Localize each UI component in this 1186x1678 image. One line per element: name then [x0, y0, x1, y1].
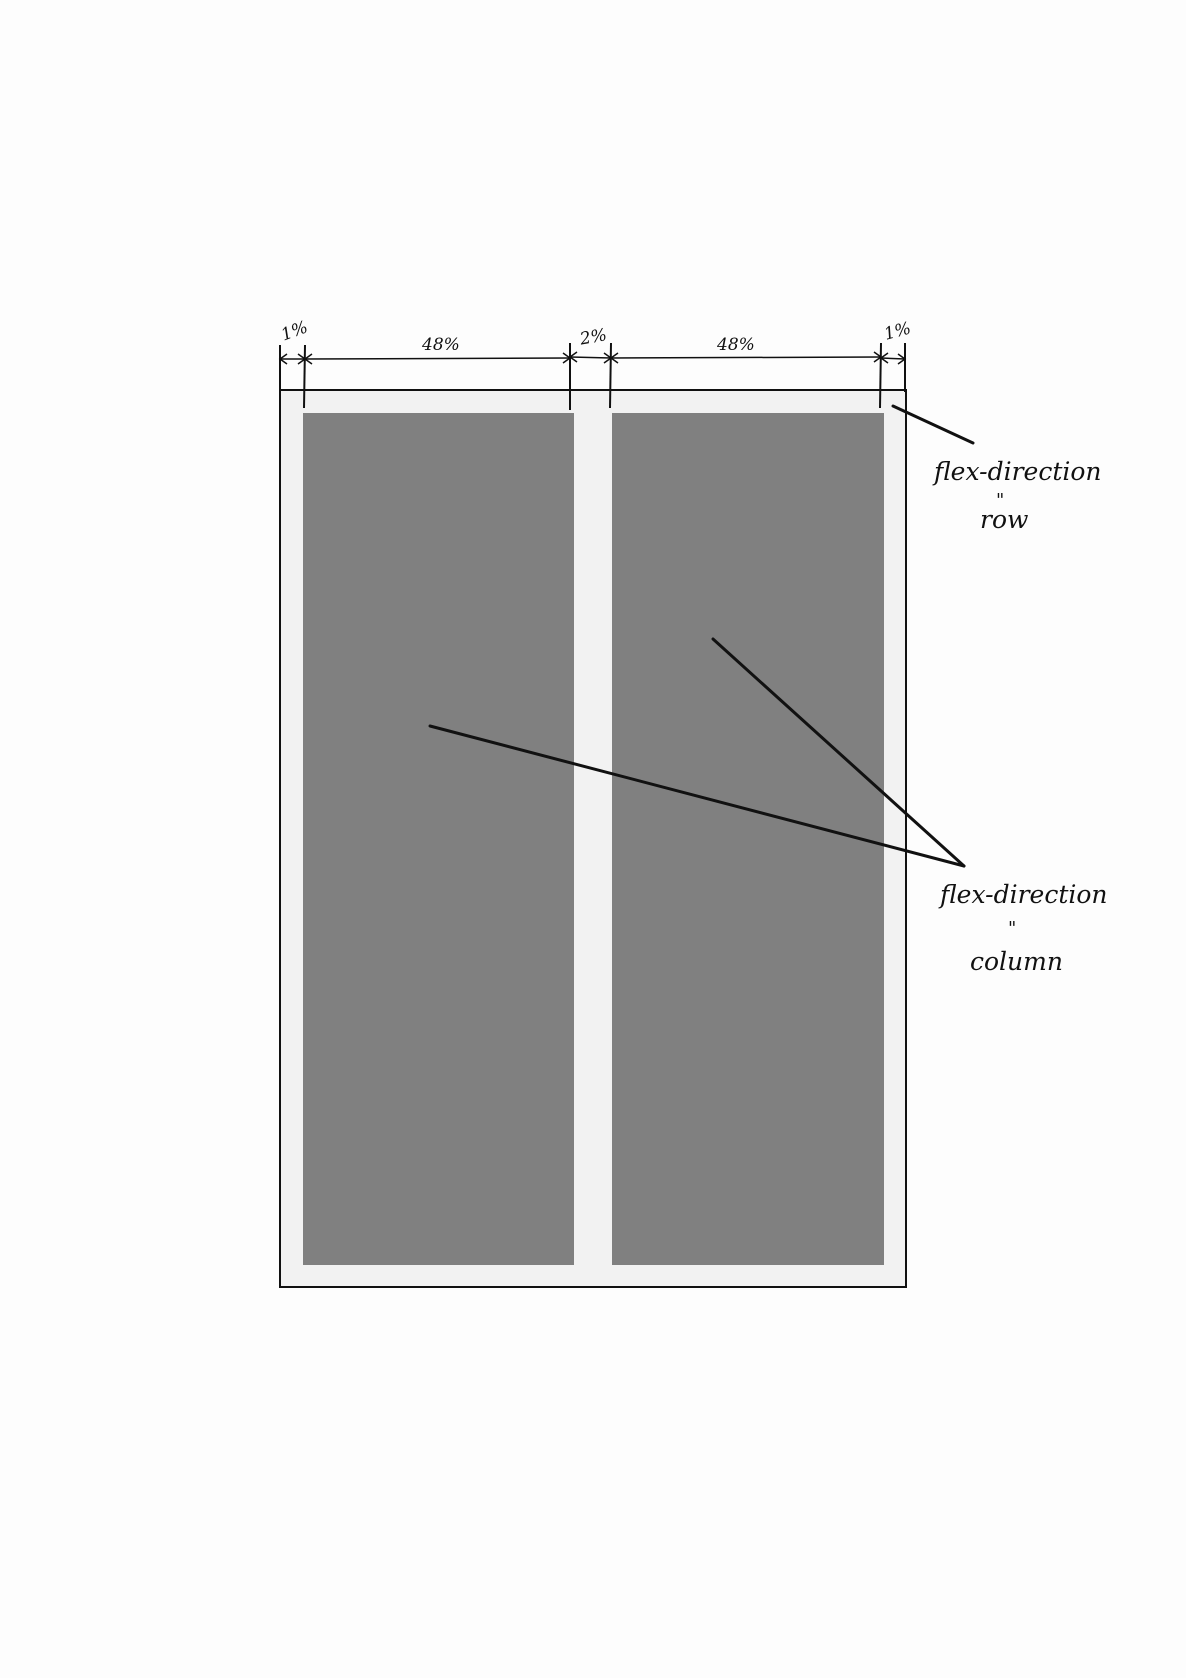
right-column-width-label: 48% — [716, 335, 755, 355]
right-column-leader-line — [711, 637, 966, 868]
container-leader-line — [891, 404, 975, 445]
gap-label: 2% — [577, 325, 608, 350]
right-column — [612, 413, 884, 1265]
container-annotation-ditto: " — [996, 490, 1004, 511]
dimension-ticks — [279, 342, 906, 410]
columns-annotation-ditto: " — [1008, 918, 1016, 939]
container-annotation-value: row — [980, 505, 1028, 534]
columns-annotation-property: flex-direction — [938, 880, 1108, 909]
left-margin-label: 1% — [278, 317, 310, 345]
left-column-width-label: 48% — [421, 335, 460, 355]
container-annotation-property: flex-direction — [932, 457, 1102, 486]
leader-lines — [428, 404, 975, 868]
right-margin-label: 1% — [882, 318, 913, 344]
left-column-leader-line — [428, 724, 966, 868]
left-column — [303, 413, 574, 1265]
columns-annotation-value: column — [970, 947, 1063, 976]
dimension-lines — [280, 356, 906, 360]
dimension-arrowheads — [278, 351, 907, 365]
